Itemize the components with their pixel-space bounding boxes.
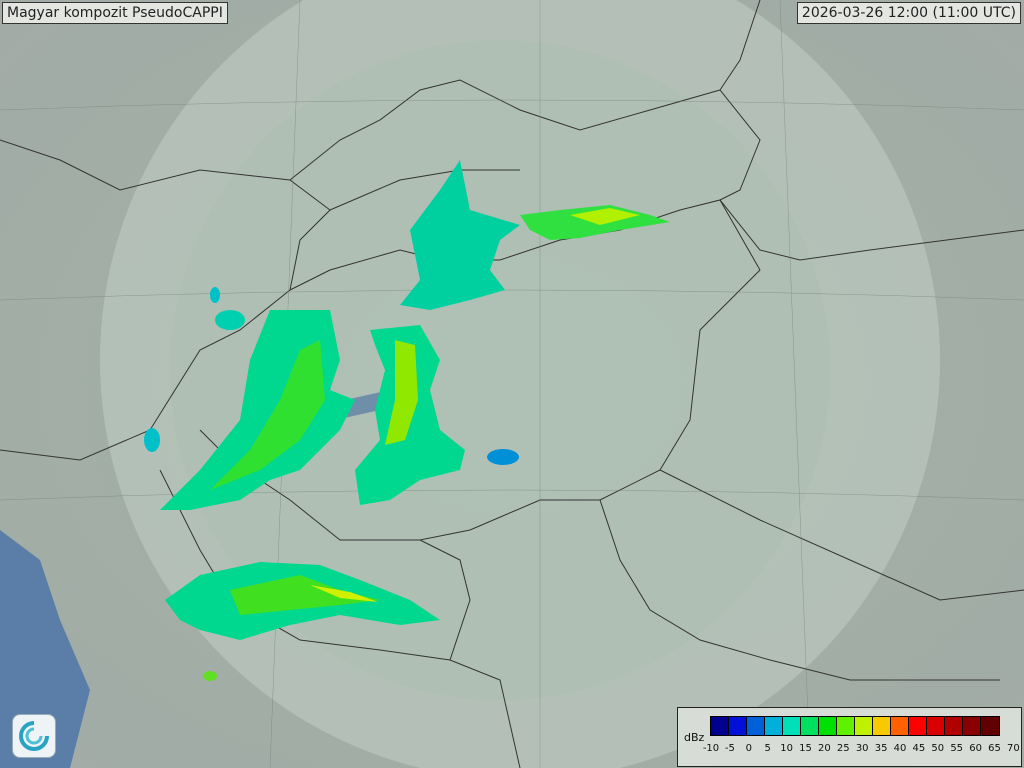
omsz-logo: [12, 714, 56, 758]
echo-cell: [210, 287, 220, 303]
legend-tick-label: 30: [855, 743, 869, 754]
legend-tick-label: 10: [780, 743, 793, 754]
legend-tick-label: -10: [702, 743, 720, 754]
legend-tick-label: 35: [874, 743, 888, 754]
legend-tick-label: 45: [912, 743, 926, 754]
legend-swatch: [801, 717, 819, 735]
legend-tick-label: 0: [745, 743, 752, 754]
omsz-swirl-icon: [19, 721, 49, 751]
echo-cell: [400, 160, 520, 310]
legend-swatch: [963, 717, 981, 735]
legend-tick-label: -5: [724, 743, 735, 754]
echo-cell: [230, 575, 380, 615]
echo-cell: [570, 208, 640, 225]
legend-swatch: [747, 717, 765, 735]
echo-cell: [487, 449, 519, 465]
legend-tick-label: 50: [931, 743, 945, 754]
legend-swatch: [711, 717, 729, 735]
echo-cell: [385, 340, 418, 445]
legend-tick-label: 55: [950, 743, 964, 754]
legend-swatch: [909, 717, 927, 735]
legend-unit: dBz: [684, 731, 705, 744]
legend-tick-label: 15: [799, 743, 812, 754]
legend-swatch: [855, 717, 873, 735]
adriatic-sea: [0, 530, 90, 768]
legend-tick-label: 5: [764, 743, 771, 754]
echo-cell: [210, 340, 325, 490]
legend-swatch: [873, 717, 891, 735]
legend-swatch: [765, 717, 783, 735]
legend-swatch: [819, 717, 837, 735]
legend-swatch: [729, 717, 747, 735]
dbz-legend: dBz -10 -5 0 5 10 15 20 25 30 35 40 45 50 55 60 65 70: [677, 707, 1022, 767]
map-title: Magyar kompozit PseudoCAPPI: [2, 2, 228, 24]
legend-swatch: [945, 717, 963, 735]
legend-swatch: [891, 717, 909, 735]
legend-tick-label: 65: [988, 743, 1001, 754]
legend-tick-label: 70: [1007, 743, 1020, 754]
timestamp-label: 2026-03-26 12:00 (11:00 UTC): [796, 2, 1021, 24]
legend-tick-label: 40: [893, 743, 907, 754]
echo-cell: [203, 671, 217, 681]
legend-swatch: [783, 717, 801, 735]
legend-tick-label: 25: [836, 743, 850, 754]
legend-tick-label: 20: [818, 743, 831, 754]
legend-swatch: [981, 717, 999, 735]
legend-swatch: [927, 717, 945, 735]
legend-swatch: [837, 717, 855, 735]
echo-cell: [215, 310, 245, 330]
echo-cell: [144, 428, 160, 452]
precipitation-echoes: [144, 160, 670, 681]
radar-inner-coverage: [170, 40, 830, 700]
legend-color-bar: [710, 716, 1000, 736]
legend-tick-label: 60: [969, 743, 982, 754]
echo-cell: [310, 585, 378, 602]
